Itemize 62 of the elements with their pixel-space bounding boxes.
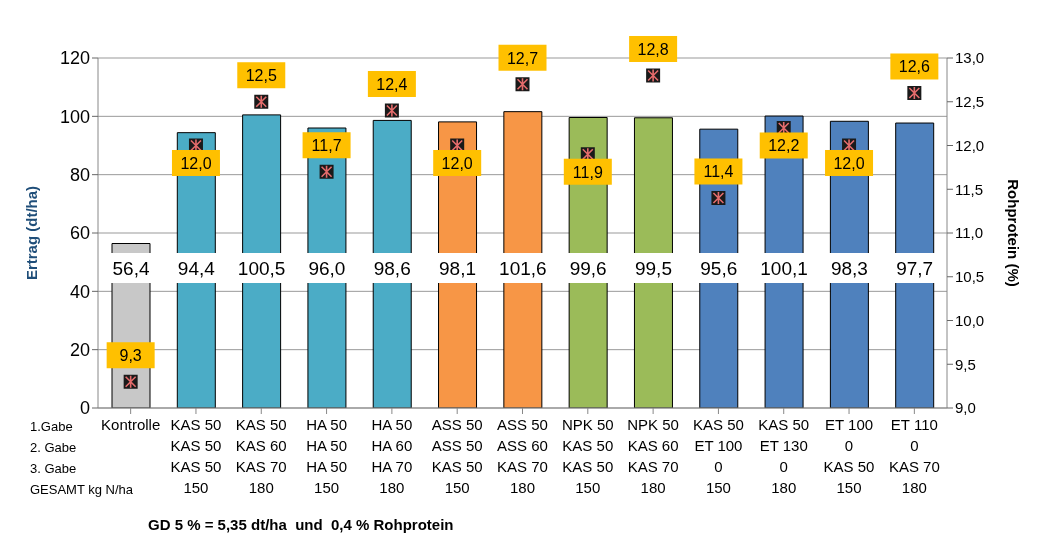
x-tick-label: KAS 50 KAS 50 KAS 50 150: [170, 416, 222, 496]
y2-tick-label: 9,5: [955, 355, 976, 373]
data-label: 12,2: [768, 137, 800, 155]
x-tick-label: NPK 50 KAS 60 KAS 70 180: [627, 416, 679, 496]
data-label: 12,0: [833, 154, 865, 172]
y2-tick-label: 11,5: [955, 180, 984, 198]
data-label: 56,4: [112, 258, 150, 279]
y2-tick-label: 12,0: [955, 136, 985, 154]
x-tick-label: HA 50 HA 50 HA 50 150: [306, 416, 348, 496]
data-label: 94,4: [177, 258, 216, 279]
data-label: 11,7: [311, 137, 342, 155]
y2-tick-label: 11,0: [955, 224, 984, 242]
data-label: 98,3: [830, 258, 868, 279]
data-label: 98,1: [439, 258, 477, 279]
y-axis-title: Ertrag (dt/ha): [23, 185, 41, 281]
text: 2. Gabe: [30, 439, 78, 457]
data-label: 12,0: [180, 154, 212, 172]
x-tick-label: KAS 50 ET 130 0 180: [758, 416, 810, 496]
y-tick-label: 20: [69, 340, 90, 361]
y2-tick-label: 13,0: [955, 49, 985, 67]
data-label: 97,7: [896, 258, 934, 279]
data-label: 101,6: [499, 258, 547, 279]
data-label: 100,1: [760, 258, 808, 279]
x-tick-label: ASS 50 ASS 50 KAS 50 150: [431, 416, 483, 496]
y-tick-label: 100: [59, 106, 90, 127]
x-tick-label: NPK 50 KAS 50 KAS 50 150: [561, 416, 614, 496]
x-tick-label: ET 110 0 KAS 70 180: [888, 416, 940, 496]
data-label: 12,0: [441, 154, 473, 172]
y-tick-label: 40: [69, 281, 90, 302]
y-tick-label: 120: [59, 48, 90, 69]
data-label: 9,3: [119, 347, 142, 365]
x-tick-label: KAS 50 ET 100 0 150: [692, 416, 744, 496]
x-tick-label: KAS 50 KAS 60 KAS 70 180: [235, 416, 287, 496]
y2-tick-label: 10,0: [955, 311, 985, 329]
y2-tick-label: 12,5: [955, 93, 985, 111]
text: GESAMT kg N/ha: [30, 481, 134, 499]
data-label: 95,6: [700, 258, 738, 279]
data-label: 99,6: [569, 258, 607, 279]
y2-tick-label: 10,5: [955, 268, 985, 286]
x-tick-label: ASS 50 ASS 60 KAS 70 180: [497, 416, 548, 496]
text: GD 5 % = 5,35 dt/ha und 0,4 % Rohprotein: [148, 516, 454, 533]
text: 3. Gabe: [30, 460, 78, 478]
data-label: 12,6: [898, 58, 931, 76]
y-tick-label: 60: [69, 223, 90, 244]
x-tick-label: ET 100 0 KAS 50 150: [823, 416, 875, 496]
data-label: 11,4: [703, 163, 734, 181]
data-label: 98,6: [373, 258, 411, 279]
x-tick-label: Kontrolle: [101, 416, 161, 433]
data-label: 100,5: [237, 258, 286, 279]
data-label: 12,8: [637, 40, 669, 58]
data-label: 96,0: [308, 258, 346, 279]
y2-axis-title: Rohprotein (%): [1004, 179, 1022, 287]
data-label: 12,5: [245, 67, 277, 85]
y-tick-label: 0: [79, 398, 90, 419]
data-label: 12,4: [376, 75, 408, 93]
data-label: 12,7: [506, 49, 539, 67]
text: 1.Gabe: [30, 419, 73, 434]
y-tick-label: 80: [69, 165, 90, 186]
data-label: 11,9: [572, 163, 603, 181]
x-tick-label: HA 50 HA 60 HA 70 180: [371, 416, 413, 496]
y2-tick-label: 9,0: [955, 399, 976, 417]
data-label: 99,5: [634, 258, 672, 279]
